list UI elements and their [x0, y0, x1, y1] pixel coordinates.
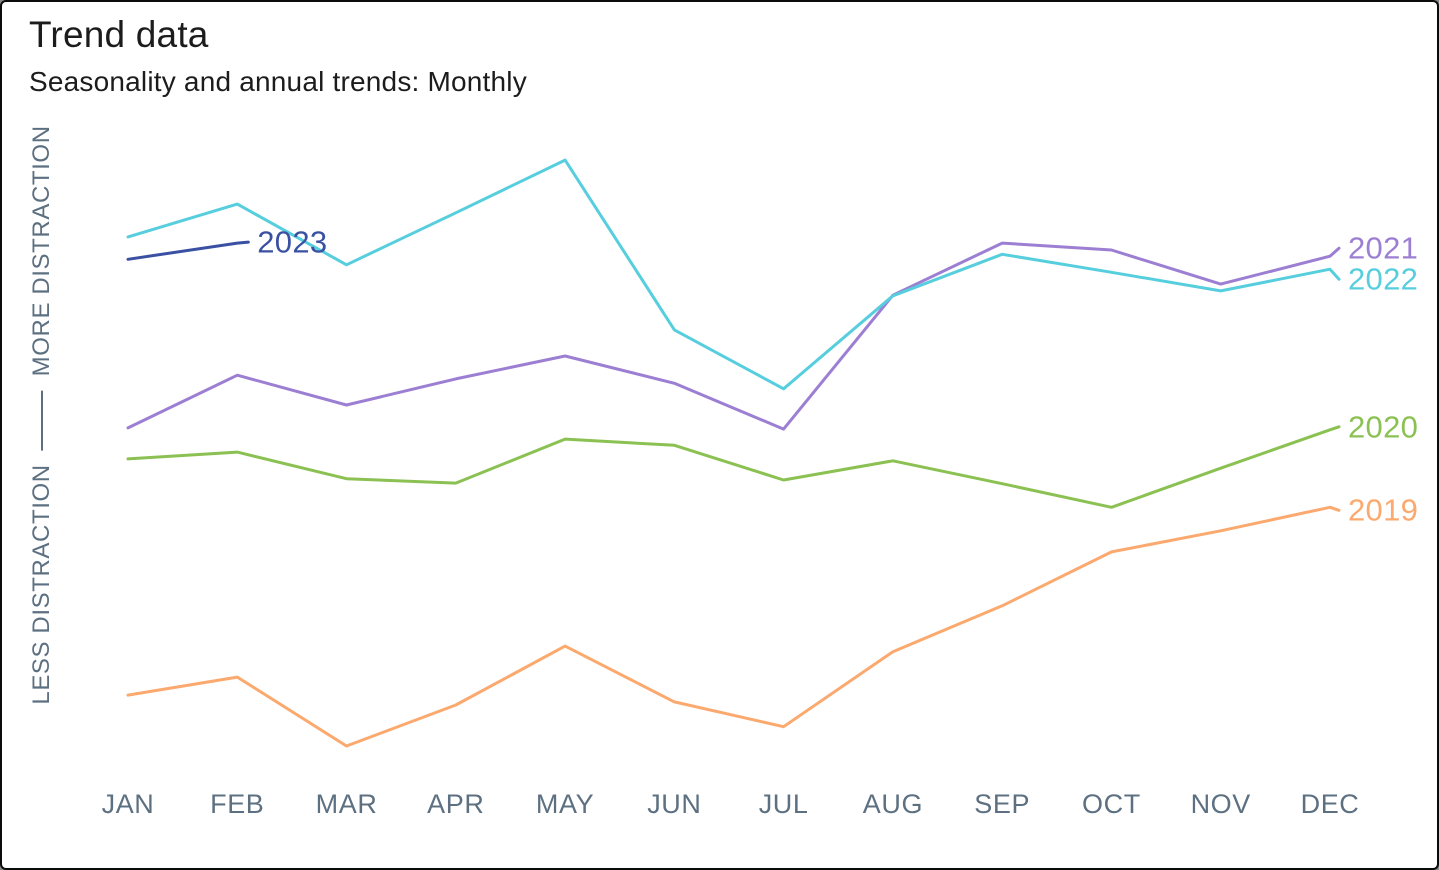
x-axis-label-nov: NOV [1190, 789, 1251, 819]
series-line-2022 [126, 158, 1341, 391]
series-label-2019: 2019 [1348, 492, 1419, 528]
series-label-2023: 2023 [257, 224, 328, 260]
x-axis-label-jun: JUN [647, 789, 702, 819]
x-axis-label-aug: AUG [862, 789, 924, 819]
x-axis-label-dec: DEC [1300, 789, 1360, 819]
x-axis-label-oct: OCT [1082, 789, 1141, 819]
series-label-2020: 2020 [1348, 409, 1419, 445]
series-line-2023 [126, 240, 250, 261]
series-label-2022: 2022 [1348, 261, 1419, 297]
x-axis-label-may: MAY [535, 789, 595, 819]
x-axis-label-mar: MAR [315, 789, 378, 819]
page-subtitle: Seasonality and annual trends: Monthly [29, 66, 527, 97]
series-line-2020 [126, 425, 1341, 509]
x-axis-label-apr: APR [427, 789, 485, 819]
page-title: Trend data [29, 14, 209, 55]
series-line-2019 [126, 505, 1341, 748]
series-label-2021: 2021 [1348, 230, 1419, 266]
x-axis-label-feb: FEB [210, 789, 265, 819]
x-axis-label-jan: JAN [101, 789, 155, 819]
x-axis-label-jul: JUL [758, 789, 809, 819]
x-axis-label-sep: SEP [974, 789, 1031, 819]
series-line-2021 [126, 241, 1341, 431]
